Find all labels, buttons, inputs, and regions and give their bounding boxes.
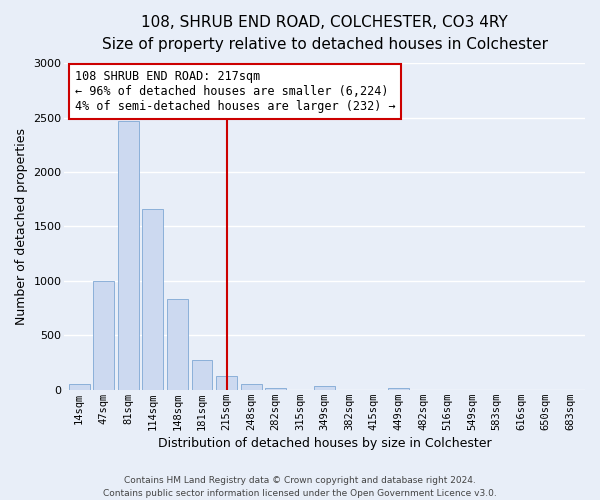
- Bar: [314, 386, 335, 390]
- Bar: [241, 384, 262, 390]
- Bar: [191, 360, 212, 390]
- Bar: [265, 388, 286, 390]
- Bar: [118, 121, 139, 390]
- Bar: [142, 209, 163, 390]
- Bar: [94, 281, 114, 390]
- Bar: [69, 384, 89, 390]
- Bar: [388, 388, 409, 390]
- Bar: [216, 376, 237, 390]
- Text: 108 SHRUB END ROAD: 217sqm
← 96% of detached houses are smaller (6,224)
4% of se: 108 SHRUB END ROAD: 217sqm ← 96% of deta…: [75, 70, 395, 112]
- Bar: [167, 300, 188, 390]
- Y-axis label: Number of detached properties: Number of detached properties: [15, 128, 28, 325]
- Text: Contains HM Land Registry data © Crown copyright and database right 2024.
Contai: Contains HM Land Registry data © Crown c…: [103, 476, 497, 498]
- X-axis label: Distribution of detached houses by size in Colchester: Distribution of detached houses by size …: [158, 437, 491, 450]
- Title: 108, SHRUB END ROAD, COLCHESTER, CO3 4RY
Size of property relative to detached h: 108, SHRUB END ROAD, COLCHESTER, CO3 4RY…: [102, 15, 548, 52]
